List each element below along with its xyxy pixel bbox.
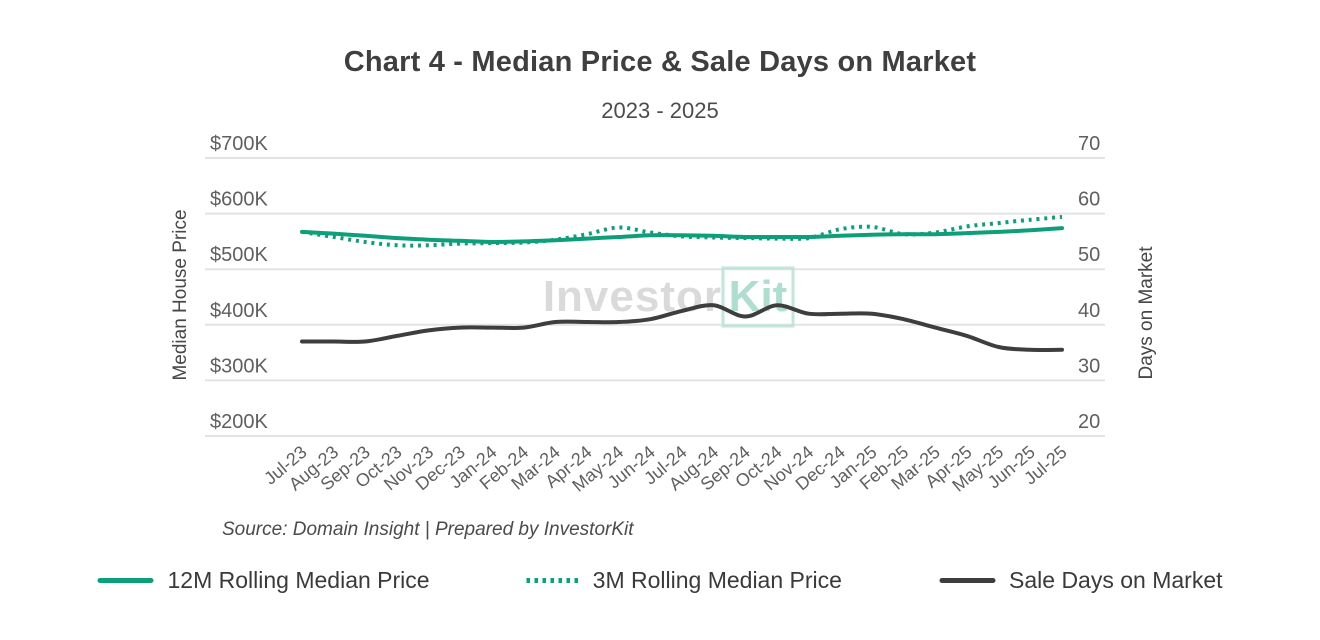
watermark: Investor Kit — [543, 266, 795, 328]
left-axis-tick-label: $300K — [210, 355, 268, 377]
legend-item: 3M Rolling Median Price — [526, 567, 842, 594]
legend: 12M Rolling Median Price 3M Rolling Media… — [97, 567, 1223, 594]
left-axis-tick-label: $400K — [210, 300, 268, 322]
legend-swatch-dotted — [526, 578, 579, 583]
watermark-investor: Investor — [543, 272, 722, 321]
legend-swatch-solid — [939, 578, 996, 583]
left-axis-tick-label: $700K — [210, 133, 268, 155]
right-axis-tick-label: 20 — [1078, 411, 1100, 433]
right-axis-title: Days on Market — [1136, 246, 1157, 380]
legend-label: Sale Days on Market — [1009, 567, 1223, 593]
legend-item: 12M Rolling Median Price — [97, 567, 430, 594]
right-axis-tick-label: 50 — [1078, 244, 1100, 266]
series-line-dotted-left — [301, 214, 1063, 248]
right-axis-tick-label: 70 — [1078, 133, 1100, 155]
left-axis-tick-label: $500K — [210, 244, 268, 266]
chart-title: Chart 4 - Median Price & Sale Days on Ma… — [343, 46, 977, 78]
left-axis-title: Median House Price — [170, 209, 191, 381]
watermark-kit-box — [721, 266, 795, 328]
x-axis-labels: Jul-23Aug-23Sep-23Oct-23Nov-23Dec-23Jan-… — [260, 442, 1070, 496]
left-axis-tick-label: $600K — [210, 189, 268, 211]
legend-label: 12M Rolling Median Price — [167, 567, 430, 593]
chart-subtitle: 2023 - 2025 — [601, 98, 719, 123]
gridlines: $700K 70 $600K 60 $500K 50 $400K 40 $300K 30 $200K… — [205, 133, 1105, 437]
series-line-solid-right — [300, 303, 1064, 353]
legend-swatch-solid — [97, 578, 154, 583]
legend-item: Sale Days on Market — [939, 567, 1223, 594]
legend-label: 3M Rolling Median Price — [592, 567, 842, 593]
right-axis-tick-label: 30 — [1078, 355, 1100, 377]
plot-area: $700K 70 $600K 60 $500K 50 $400K 40 $300K 30 $200K… — [205, 133, 1105, 496]
right-axis-tick-label: 60 — [1078, 189, 1100, 211]
left-axis-tick-label: $200K — [210, 411, 268, 433]
right-axis-tick-label: 40 — [1078, 300, 1100, 322]
source-note: Source: Domain Insight | Prepared by Inv… — [222, 519, 634, 540]
